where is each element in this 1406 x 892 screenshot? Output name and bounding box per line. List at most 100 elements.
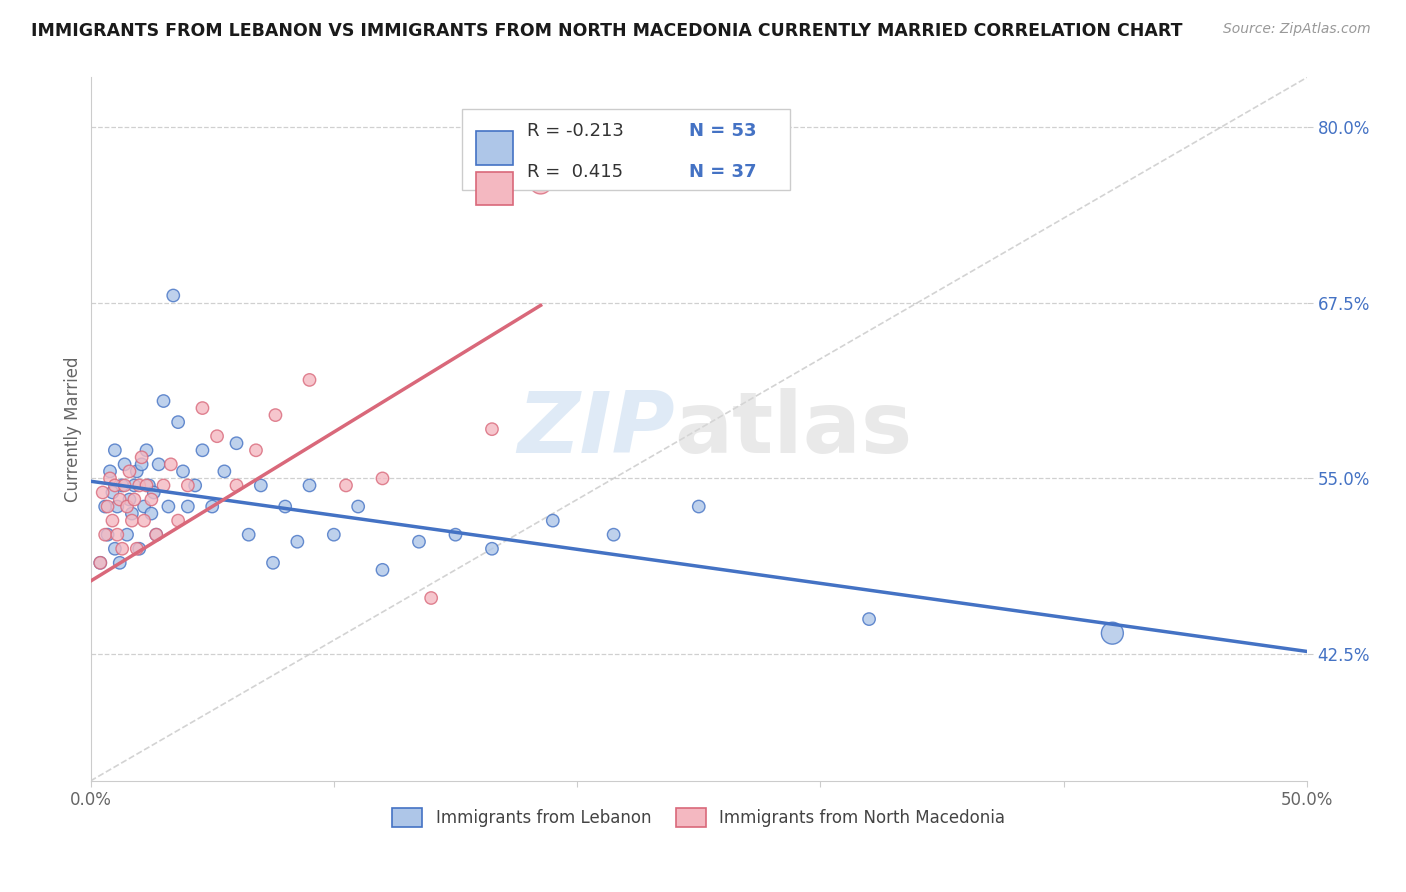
Point bbox=[115, 500, 138, 514]
Point bbox=[104, 443, 127, 458]
Point bbox=[177, 478, 200, 492]
Point bbox=[371, 471, 394, 485]
Point bbox=[145, 527, 167, 541]
Point bbox=[264, 408, 287, 422]
Point bbox=[184, 478, 207, 492]
Point bbox=[298, 373, 321, 387]
Point bbox=[160, 458, 183, 472]
Point bbox=[131, 458, 153, 472]
Point bbox=[688, 500, 710, 514]
Point bbox=[145, 527, 167, 541]
Point bbox=[444, 527, 467, 541]
Point bbox=[138, 478, 160, 492]
Point bbox=[858, 612, 880, 626]
Point bbox=[108, 556, 131, 570]
Point bbox=[132, 514, 155, 528]
Point bbox=[97, 527, 120, 541]
Point bbox=[121, 514, 143, 528]
Point bbox=[98, 464, 121, 478]
Point bbox=[481, 422, 503, 436]
Point bbox=[1101, 626, 1123, 640]
Point bbox=[172, 464, 194, 478]
Bar bbox=[477, 171, 513, 205]
Point bbox=[157, 500, 180, 514]
Point bbox=[108, 492, 131, 507]
Point bbox=[105, 500, 128, 514]
Point bbox=[481, 541, 503, 556]
Point bbox=[371, 563, 394, 577]
FancyBboxPatch shape bbox=[461, 109, 790, 190]
Point bbox=[111, 478, 134, 492]
Text: atlas: atlas bbox=[675, 388, 912, 471]
Point bbox=[238, 527, 260, 541]
Point bbox=[225, 436, 247, 450]
Text: ZIP: ZIP bbox=[517, 388, 675, 471]
Point bbox=[91, 485, 114, 500]
Point bbox=[125, 464, 148, 478]
Point bbox=[135, 478, 157, 492]
Point bbox=[142, 485, 165, 500]
Point bbox=[94, 500, 117, 514]
Point bbox=[262, 556, 284, 570]
Y-axis label: Currently Married: Currently Married bbox=[65, 357, 82, 502]
Point bbox=[162, 288, 184, 302]
Point bbox=[104, 478, 127, 492]
Point bbox=[124, 478, 146, 492]
Point bbox=[118, 492, 141, 507]
Point bbox=[105, 527, 128, 541]
Text: R =  0.415: R = 0.415 bbox=[527, 163, 623, 181]
Point bbox=[89, 556, 111, 570]
Point bbox=[132, 500, 155, 514]
Point bbox=[125, 541, 148, 556]
Point bbox=[205, 429, 228, 443]
Text: R = -0.213: R = -0.213 bbox=[527, 122, 624, 140]
Point bbox=[191, 443, 214, 458]
Point bbox=[101, 514, 124, 528]
Point bbox=[274, 500, 297, 514]
Point bbox=[98, 471, 121, 485]
Point bbox=[131, 450, 153, 465]
Point bbox=[322, 527, 344, 541]
Point bbox=[114, 478, 136, 492]
Point bbox=[530, 176, 553, 190]
Point bbox=[152, 478, 174, 492]
Point bbox=[245, 443, 267, 458]
Text: N = 53: N = 53 bbox=[689, 122, 756, 140]
Text: N = 37: N = 37 bbox=[689, 163, 756, 181]
Point bbox=[104, 541, 127, 556]
Point bbox=[420, 591, 443, 605]
Point bbox=[285, 534, 308, 549]
Point bbox=[167, 415, 190, 429]
Point bbox=[250, 478, 273, 492]
Point bbox=[115, 527, 138, 541]
Point bbox=[201, 500, 224, 514]
Point bbox=[191, 401, 214, 415]
Point bbox=[141, 507, 163, 521]
Point bbox=[118, 464, 141, 478]
Text: IMMIGRANTS FROM LEBANON VS IMMIGRANTS FROM NORTH MACEDONIA CURRENTLY MARRIED COR: IMMIGRANTS FROM LEBANON VS IMMIGRANTS FR… bbox=[31, 22, 1182, 40]
Legend: Immigrants from Lebanon, Immigrants from North Macedonia: Immigrants from Lebanon, Immigrants from… bbox=[385, 801, 1012, 834]
Point bbox=[167, 514, 190, 528]
Point bbox=[111, 541, 134, 556]
Point bbox=[89, 556, 111, 570]
Point bbox=[148, 458, 170, 472]
Point bbox=[335, 478, 357, 492]
Point bbox=[152, 394, 174, 409]
Point bbox=[101, 485, 124, 500]
Point bbox=[602, 527, 624, 541]
Point bbox=[128, 541, 150, 556]
Point bbox=[214, 464, 236, 478]
Point bbox=[128, 478, 150, 492]
Point bbox=[225, 478, 247, 492]
Point bbox=[347, 500, 370, 514]
Bar bbox=[477, 131, 513, 165]
Point bbox=[541, 514, 564, 528]
Point bbox=[177, 500, 200, 514]
Point bbox=[114, 458, 136, 472]
Point bbox=[141, 492, 163, 507]
Point bbox=[94, 527, 117, 541]
Point bbox=[121, 507, 143, 521]
Point bbox=[408, 534, 430, 549]
Point bbox=[124, 492, 146, 507]
Point bbox=[97, 500, 120, 514]
